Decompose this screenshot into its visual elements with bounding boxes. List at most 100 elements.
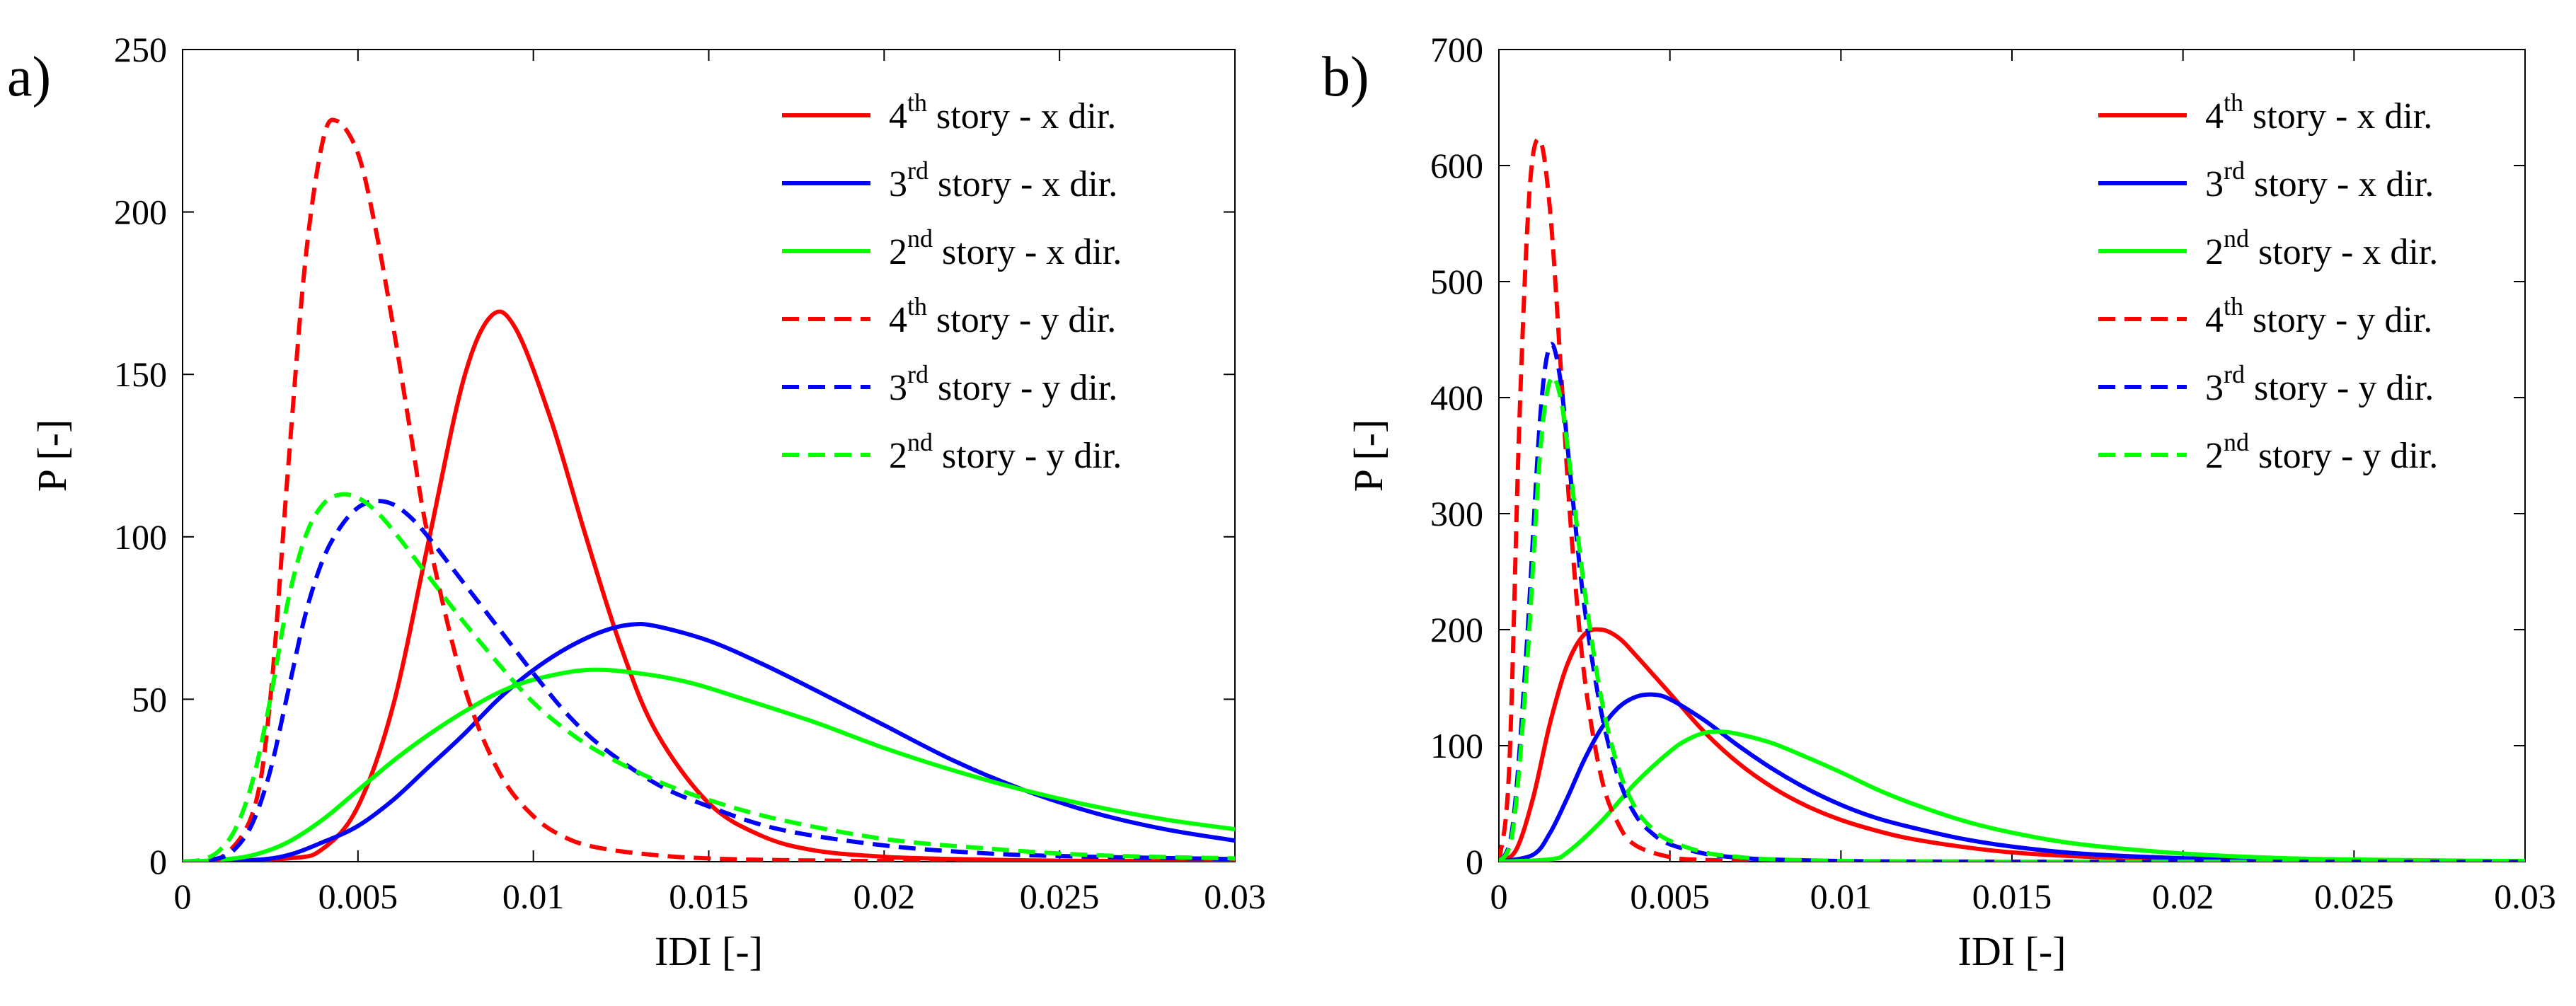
series-group	[1499, 137, 2525, 862]
y-tick-label: 0	[1466, 842, 1483, 881]
y-tick-label: 600	[1430, 146, 1483, 185]
legend-space	[927, 96, 936, 137]
legend-space	[2245, 368, 2254, 408]
legend-superscript: rd	[907, 360, 928, 388]
legend-entry: 2nd story - x dir.	[2205, 224, 2438, 272]
y-tick-label: 400	[1430, 378, 1483, 417]
y-tick-label: 200	[114, 192, 167, 232]
legend-superscript: nd	[907, 428, 933, 456]
legend-superscript: th	[2224, 292, 2243, 320]
legend-entry: 3rd story - y dir.	[2205, 360, 2434, 408]
x-axis-label: IDI [-]	[655, 928, 763, 974]
legend-entry: 2nd story - x dir.	[889, 224, 1122, 272]
y-tick-label: 300	[1430, 494, 1483, 533]
legend-superscript: th	[2224, 88, 2243, 117]
y-tick-label: 100	[1430, 726, 1483, 765]
legend-name: story - x dir.	[2254, 164, 2434, 204]
legend-name: story - x dir.	[942, 232, 1122, 272]
legend-base: 2	[889, 436, 907, 476]
y-axis-label: P [-]	[1345, 420, 1391, 492]
legend-base: 3	[2205, 164, 2224, 204]
legend-name: story - y dir.	[938, 368, 1117, 408]
y-tick-label: 500	[1430, 262, 1483, 301]
y-tick-label: 700	[1430, 30, 1483, 69]
x-tick-label: 0.03	[1204, 877, 1266, 916]
legend-superscript: th	[907, 88, 927, 117]
x-tick-label: 0.005	[318, 877, 398, 916]
y-tick-label: 200	[1430, 610, 1483, 649]
chart-panel-a: a) 0 0.005 0.01 0.015 0.02 0.025 0.03 0 50 100 150 2…	[7, 30, 1266, 974]
x-axis-label: IDI [-]	[1958, 928, 2066, 974]
legend-entry: 4th story - y dir.	[2205, 292, 2432, 340]
x-tick-label: 0.02	[853, 877, 916, 916]
legend: 4th story - x dir.3rd story - x dir.2nd …	[2098, 88, 2438, 476]
legend-space	[2243, 300, 2253, 340]
legend-entry: 4th story - x dir.	[2205, 88, 2432, 137]
legend-entry: 4th story - y dir.	[889, 292, 1116, 340]
legend-space	[928, 164, 938, 204]
legend-base: 4	[2205, 300, 2224, 340]
legend-space	[927, 300, 936, 340]
series-line-4th-x	[183, 309, 1235, 862]
chart-panel-b: b) 0 0.005 0.01 0.015 0.02 0.025 0.03 0 100 200 300…	[1322, 30, 2556, 974]
legend-entry: 2nd story - y dir.	[2205, 428, 2438, 476]
series-line-3rd-y	[1499, 342, 2525, 862]
series-line-2nd-y	[183, 492, 1235, 862]
x-tick-label: 0.025	[2314, 877, 2394, 916]
legend-name: story - y dir.	[936, 300, 1116, 340]
y-tick-label: 0	[149, 842, 167, 881]
x-tick-label: 0.015	[1972, 877, 2052, 916]
legend-name: story - y dir.	[2253, 300, 2432, 340]
legend-entry: 4th story - x dir.	[889, 88, 1116, 137]
x-tick-label: 0.005	[1630, 877, 1710, 916]
legend-space	[2249, 232, 2258, 272]
legend-entry: 3rd story - x dir.	[889, 156, 1117, 204]
legend-base: 4	[889, 300, 907, 340]
series-line-4th-y	[183, 117, 1235, 862]
legend-base: 4	[889, 96, 907, 137]
legend-name: story - y dir.	[2258, 436, 2438, 476]
legend-superscript: rd	[2224, 156, 2245, 185]
legend-name: story - y dir.	[942, 436, 1122, 476]
legend-superscript: nd	[907, 224, 933, 253]
legend-space	[2249, 436, 2258, 476]
x-tick-label: 0.02	[2152, 877, 2214, 916]
legend-space	[2245, 164, 2254, 204]
legend-name: story - x dir.	[2258, 232, 2438, 272]
legend-superscript: rd	[907, 156, 928, 185]
series-line-3rd-x	[183, 621, 1235, 862]
legend-entry: 2nd story - y dir.	[889, 428, 1122, 476]
legend-base: 2	[2205, 232, 2224, 272]
legend-space	[933, 232, 942, 272]
x-tick-label: 0.025	[1020, 877, 1100, 916]
y-axis-label: P [-]	[29, 420, 75, 492]
x-tick-label: 0.03	[2494, 877, 2556, 916]
panel-label: a)	[7, 46, 51, 108]
legend-name: story - x dir.	[936, 96, 1116, 137]
x-tick-label: 0.015	[669, 877, 749, 916]
legend-base: 3	[889, 164, 907, 204]
legend-base: 3	[889, 368, 907, 408]
legend-entry: 3rd story - y dir.	[889, 360, 1117, 408]
legend-space	[933, 436, 942, 476]
series-line-2nd-x	[183, 667, 1235, 862]
legend-superscript: nd	[2224, 428, 2249, 456]
legend-space	[928, 368, 938, 408]
y-tick-label: 100	[114, 517, 167, 557]
series-line-2nd-y	[1499, 374, 2525, 862]
legend: 4th story - x dir.3rd story - x dir.2nd …	[782, 88, 1122, 476]
series-line-3rd-y	[183, 499, 1235, 862]
series-line-2nd-x	[1499, 729, 2525, 862]
legend-name: story - y dir.	[2254, 368, 2434, 408]
y-tick-label: 150	[114, 354, 167, 394]
series-group	[183, 117, 1235, 862]
series-line-4th-x	[1499, 627, 2525, 862]
legend-space	[2243, 96, 2253, 137]
x-tick-label: 0.01	[502, 877, 565, 916]
panel-label: b)	[1322, 46, 1369, 108]
legend-base: 2	[889, 232, 907, 272]
legend-name: story - x dir.	[938, 164, 1117, 204]
y-tick-label: 250	[114, 30, 167, 69]
x-tick-label: 0.01	[1810, 877, 1873, 916]
